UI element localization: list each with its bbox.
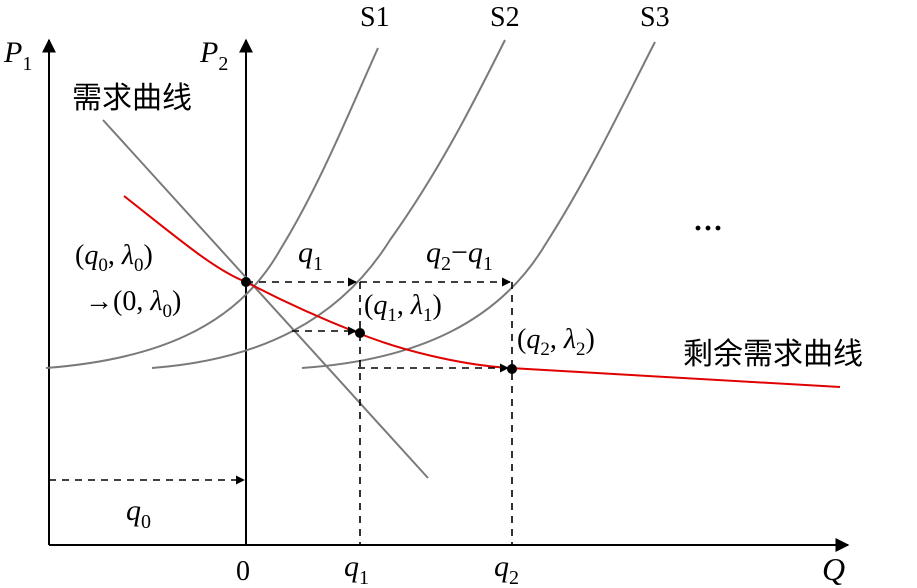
supply-curve-s1 (45, 47, 379, 369)
x-tick-q1: q1 (344, 550, 369, 588)
demand-curve-label: 需求曲线 (72, 81, 192, 116)
point-q2-lambda2 (507, 364, 517, 374)
arrow-label-q2-minus-q1: q2−q1 (426, 236, 493, 275)
supply-curve-s3 (301, 41, 656, 369)
arrow-label-q1: q1 (298, 236, 323, 275)
point-q0-lambda0 (241, 277, 251, 287)
p1-axis-label: P1 (3, 36, 32, 75)
point-label-q1-lambda1: (q1, λ1) (364, 290, 442, 326)
demand-curve (102, 119, 429, 479)
ellipsis: ··· (693, 212, 723, 245)
point-label-q0-lambda0: (q0, λ0) (75, 240, 153, 276)
x-tick-q2: q2 (494, 550, 519, 588)
supply-label-s3: S3 (640, 2, 670, 33)
point-label-q2-lambda2: (q2, λ2) (517, 324, 595, 360)
supply-label-s1: S1 (360, 2, 390, 33)
supply-label-s2: S2 (490, 2, 520, 33)
q-axis-label: Q (822, 551, 845, 587)
point-q1-lambda1 (355, 328, 365, 338)
point-label-mapped-0-lambda0: →(0, λ0) (85, 286, 181, 322)
residual-demand-label: 剩余需求曲线 (683, 337, 863, 372)
x-tick-zero: 0 (236, 556, 250, 587)
arrow-label-q0: q0 (126, 494, 151, 533)
supply-curve-s2 (151, 39, 506, 369)
residual-demand-curve (123, 195, 841, 388)
p2-axis-label: P2 (199, 36, 228, 75)
